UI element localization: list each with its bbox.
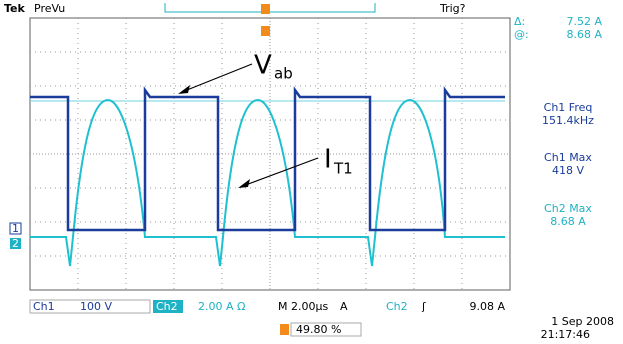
trigger-level: 9.08 A: [469, 300, 505, 313]
brand: Tek: [4, 2, 26, 15]
voltage-waveform: [30, 90, 505, 230]
position-marker: [280, 324, 289, 335]
measure-value: 418 V: [552, 164, 584, 177]
trigger-status: Trig?: [439, 2, 466, 15]
it1-label: I: [324, 145, 332, 175]
delta-value: 7.52 A: [566, 15, 602, 28]
it1-sub: T1: [333, 160, 353, 178]
measure-value: 8.68 A: [550, 215, 586, 228]
vab-label: V: [254, 51, 272, 81]
arrow: [243, 158, 318, 186]
trigger-marker: [261, 4, 270, 14]
time: 21:17:46: [541, 328, 590, 341]
at-label: @:: [514, 28, 529, 41]
date: 1 Sep 2008: [551, 315, 614, 328]
ch1-scale: 100 V: [80, 300, 112, 313]
ch1-label: Ch1: [33, 300, 55, 313]
arrowhead: [238, 179, 250, 188]
ch2-marker-label: 2: [12, 237, 19, 250]
trigger-marker: [261, 26, 270, 36]
measure-label: Ch2 Max: [544, 202, 592, 215]
measure-value: 151.4kHz: [542, 114, 594, 127]
measure-label: Ch1 Max: [544, 151, 592, 164]
trigger-source: Ch2: [386, 300, 408, 313]
arrowhead: [178, 85, 190, 94]
measure-label: Ch1 Freq: [544, 101, 593, 114]
arrow: [182, 64, 252, 92]
trigger-position: 49.80 %: [296, 323, 341, 336]
ch2-label: Ch2: [156, 300, 178, 313]
trigger-slope: ʃ: [421, 300, 426, 313]
ch2-scale: 2.00 A Ω: [198, 300, 245, 313]
mode: PreVu: [34, 2, 65, 15]
trigger-mode: A: [340, 300, 348, 313]
current-waveform: [30, 100, 505, 266]
ch1-marker-label: 1: [12, 222, 19, 235]
at-value: 8.68 A: [566, 28, 602, 41]
delta-label: Δ:: [514, 15, 525, 28]
vab-sub: ab: [274, 65, 293, 83]
scope-screen: V ab I T1 Tek PreVu Trig? Δ: 7.52 A @: 8…: [0, 0, 623, 344]
timebase: M 2.00µs: [278, 300, 328, 313]
